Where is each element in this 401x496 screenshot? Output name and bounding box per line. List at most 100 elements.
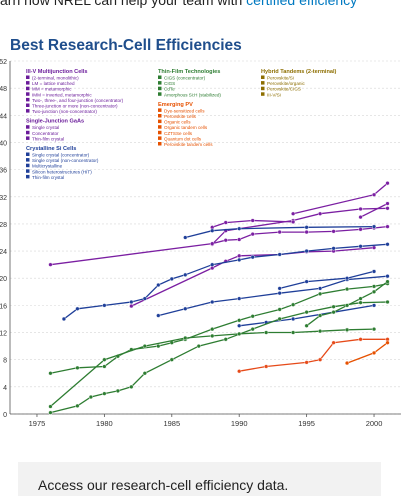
data-point xyxy=(385,242,390,247)
data-point xyxy=(358,215,363,220)
data-point xyxy=(385,274,390,279)
data-point xyxy=(371,192,377,197)
series-9 xyxy=(277,269,377,291)
data-point xyxy=(331,246,336,251)
data-point xyxy=(304,310,309,315)
series-16 xyxy=(344,340,390,366)
data-point xyxy=(183,306,188,311)
legend-entry: MM = metamorphic xyxy=(32,87,72,92)
series-0 xyxy=(291,181,390,216)
y-tick-label: 36 xyxy=(0,168,7,175)
legend-marker xyxy=(158,125,162,129)
legend-entry: Perovskite tandem cells xyxy=(164,142,213,147)
data-point xyxy=(210,299,215,305)
data-point xyxy=(358,244,363,249)
data-point xyxy=(385,206,390,211)
data-point xyxy=(331,340,336,345)
data-point xyxy=(237,323,242,328)
series-line xyxy=(211,219,294,228)
data-access-box[interactable]: Access our research-cell efficiency data… xyxy=(18,462,381,496)
data-point xyxy=(277,252,282,257)
legend-heading: Single-Junction GaAs xyxy=(26,119,84,125)
data-point xyxy=(291,219,296,224)
y-tick-label: 4 xyxy=(3,385,7,392)
legend-marker xyxy=(26,130,30,135)
data-point xyxy=(371,327,377,332)
series-11 xyxy=(48,281,390,376)
x-tick-label: 1985 xyxy=(163,419,180,428)
data-point xyxy=(304,279,309,284)
series-line xyxy=(63,243,388,320)
legend-entry: Three-junction or more (non-concentrator… xyxy=(32,104,118,109)
series-line xyxy=(279,270,375,290)
data-point xyxy=(371,245,377,250)
data-point xyxy=(318,329,323,334)
certified-efficiency-link[interactable]: certified efficiency xyxy=(246,0,358,8)
data-point xyxy=(291,211,296,216)
legend-entry: Quantum dot cells xyxy=(164,136,202,141)
legend-heading: III-V Multijunction Cells xyxy=(26,69,88,75)
data-point xyxy=(183,335,188,341)
legend-marker xyxy=(26,109,30,113)
y-tick-label: 32 xyxy=(0,195,7,202)
data-point xyxy=(102,364,107,369)
banner-text: arn how NREL can help your team with cer… xyxy=(0,0,357,8)
data-point xyxy=(264,330,269,335)
page-title: Best Research-Cell Efficiencies xyxy=(10,37,242,54)
legend-marker xyxy=(26,136,30,140)
legend-heading: Crystalline Si Cells xyxy=(26,146,76,152)
data-point xyxy=(250,232,255,237)
data-point xyxy=(277,307,282,312)
legend-marker xyxy=(26,174,30,179)
legend-marker xyxy=(158,119,162,124)
legend-marker xyxy=(26,81,30,85)
series-line xyxy=(211,207,388,245)
legend-entry: Single crystal (non-concentrator) xyxy=(32,158,99,163)
legend-entry: Perovskite cells xyxy=(164,114,197,119)
legend-entry: CZTSSe cells xyxy=(164,131,193,136)
legend-marker xyxy=(26,86,30,91)
data-point xyxy=(371,289,377,294)
legend-marker xyxy=(158,142,162,146)
x-tick-label: 2000 xyxy=(366,419,383,428)
data-point xyxy=(237,369,242,374)
legend-heading: Thin-Film Technologies xyxy=(158,69,220,75)
data-point xyxy=(156,282,161,288)
data-point xyxy=(304,360,309,365)
chart-legend: III-V Multijunction Cells(2-terminal, mo… xyxy=(26,69,337,180)
series-7 xyxy=(61,242,390,322)
data-point xyxy=(277,286,282,291)
data-point xyxy=(48,371,53,376)
legend-entry: Perovskite/organic xyxy=(267,81,305,86)
data-point xyxy=(277,291,282,296)
data-point xyxy=(142,344,147,349)
data-point xyxy=(291,302,296,307)
data-point xyxy=(277,229,282,235)
data-point xyxy=(102,303,107,308)
legend-marker xyxy=(261,86,265,91)
data-point xyxy=(304,225,309,230)
data-point xyxy=(250,327,255,332)
data-point xyxy=(223,337,228,342)
data-access-link[interactable]: Access our research-cell efficiency data… xyxy=(38,477,289,493)
legend-marker xyxy=(158,130,162,135)
data-point xyxy=(331,304,336,309)
data-point xyxy=(385,299,390,305)
legend-marker xyxy=(26,75,30,79)
x-tick-label: 1975 xyxy=(29,419,46,428)
legend-entry: Thin-film crystal xyxy=(32,175,64,180)
data-point xyxy=(210,228,215,233)
data-point xyxy=(129,299,134,305)
legend-entry: Perovskite/Si xyxy=(267,76,294,81)
legend-marker xyxy=(158,108,162,112)
data-point xyxy=(237,318,242,323)
data-point xyxy=(250,314,255,319)
y-tick-label: 40 xyxy=(0,140,7,147)
legend-marker xyxy=(26,169,30,173)
legend-marker xyxy=(158,81,162,85)
data-point xyxy=(385,224,390,229)
data-point xyxy=(358,337,363,342)
legend-entry: Silicon heterostructures (HIT) xyxy=(32,169,92,174)
y-tick-label: 24 xyxy=(0,249,7,256)
chart-series-group xyxy=(48,181,390,415)
